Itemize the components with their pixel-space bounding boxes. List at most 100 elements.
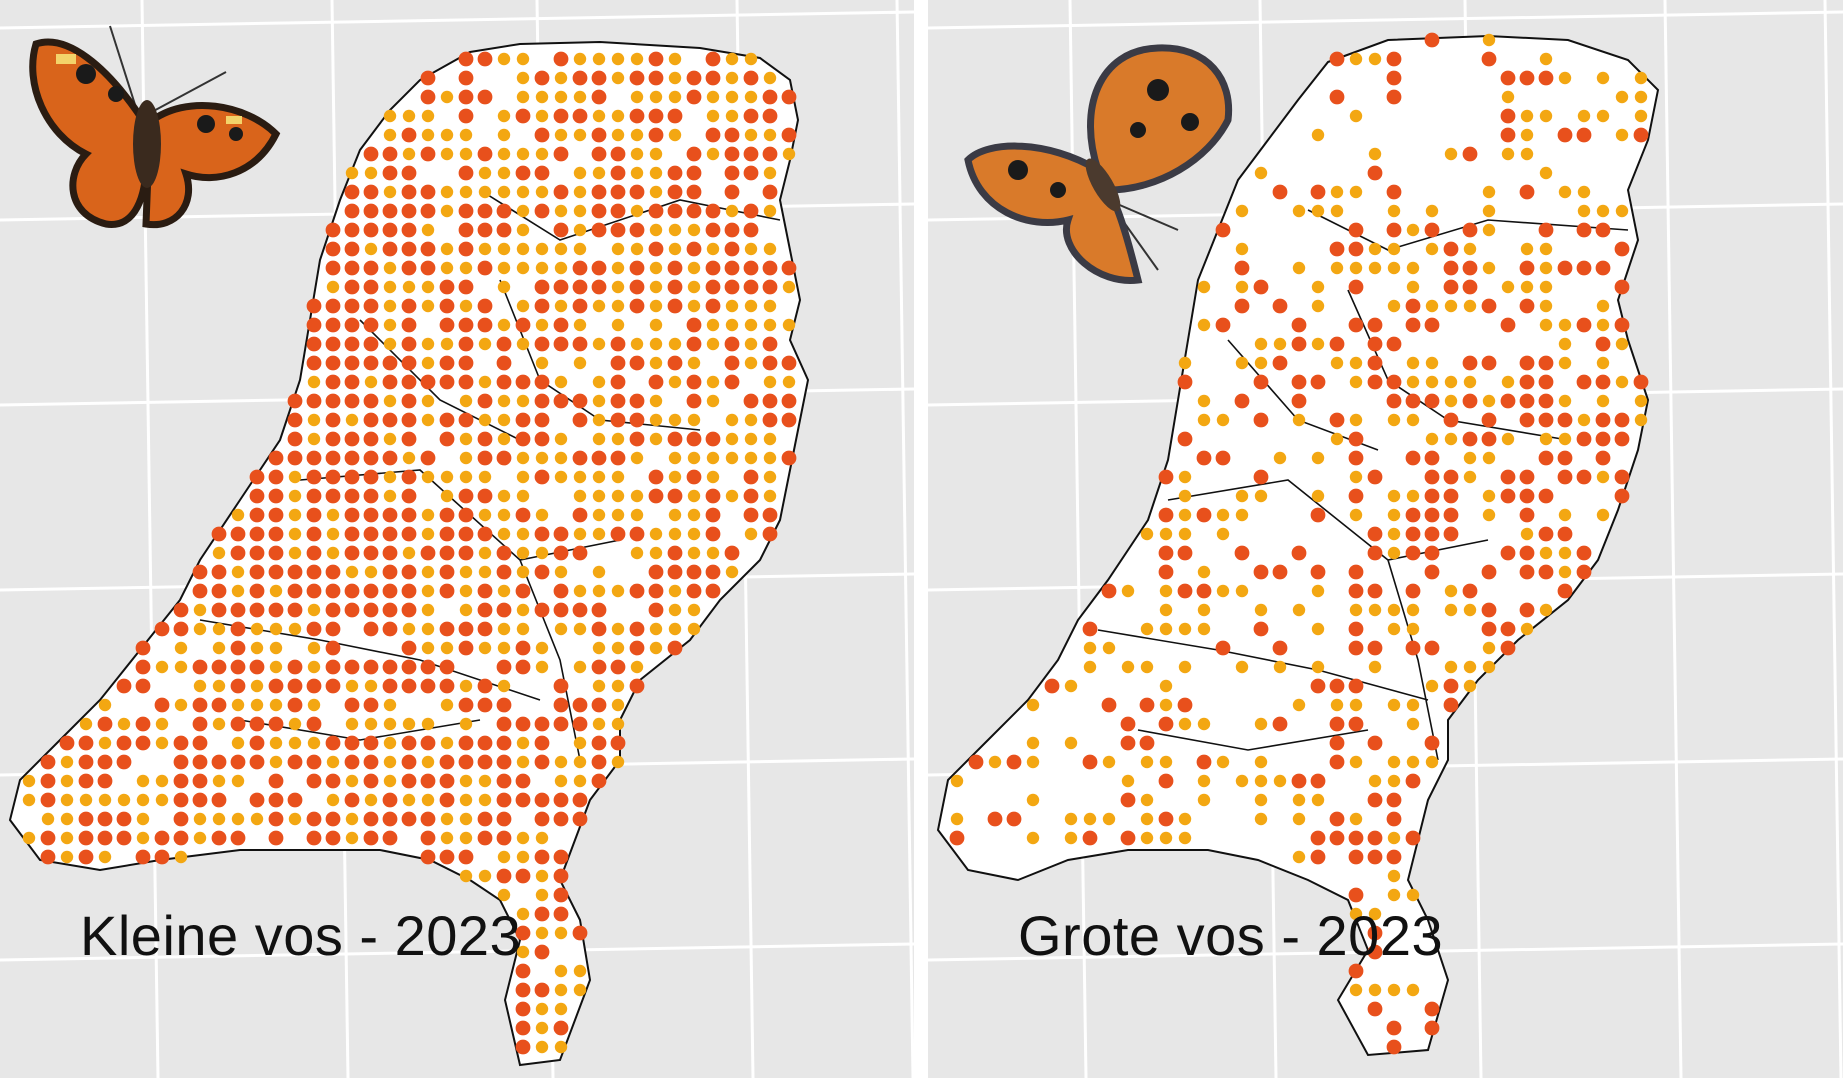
observation-dot-low (1254, 774, 1268, 788)
observation-dot-high (401, 488, 417, 504)
observation-dot-high (591, 70, 607, 86)
observation-dot-high (116, 830, 132, 846)
observation-dot-low (1254, 755, 1268, 769)
observation-dot-low (1178, 622, 1192, 636)
observation-dot-low (1102, 641, 1116, 655)
observation-dot-low (307, 432, 321, 446)
observation-dot-high (1139, 735, 1155, 751)
observation-dot-low (288, 736, 302, 750)
observation-dot-low (1520, 622, 1534, 636)
observation-dot-high (724, 241, 740, 257)
observation-dot-high (1538, 488, 1554, 504)
observation-dot-high (572, 602, 588, 618)
observation-dot-high (1500, 393, 1516, 409)
observation-dot-low (668, 413, 682, 427)
observation-dot-low (421, 337, 435, 351)
map-caption-kleine-vos: Kleine vos - 2023 (80, 904, 522, 967)
observation-dot-high (1367, 640, 1383, 656)
observation-dot-high (1443, 526, 1459, 542)
observation-dot-low (497, 679, 511, 693)
observation-dot-high (477, 602, 493, 618)
observation-dot-high (781, 355, 797, 371)
observation-dot-low (725, 90, 739, 104)
observation-dot-low (1368, 774, 1382, 788)
observation-dot-high (363, 279, 379, 295)
observation-dot-high (1272, 298, 1288, 314)
observation-dot-low (535, 318, 549, 332)
observation-dot-high (705, 203, 721, 219)
observation-dot-low (250, 812, 264, 826)
observation-dot-high (1519, 545, 1535, 561)
observation-dot-high (135, 640, 151, 656)
observation-dot-high (211, 602, 227, 618)
graticule-line (895, 0, 914, 1078)
observation-dot-low (1349, 983, 1363, 997)
observation-dot-low (1330, 204, 1344, 218)
observation-dot-low (345, 812, 359, 826)
observation-dot-high (591, 184, 607, 200)
observation-dot-high (1519, 298, 1535, 314)
observation-dot-low (478, 185, 492, 199)
observation-dot-low (592, 375, 606, 389)
observation-dot-high (686, 564, 702, 580)
observation-dot-high (572, 697, 588, 713)
observation-dot-high (648, 203, 664, 219)
observation-dot-high (249, 602, 265, 618)
observation-dot-high (1348, 450, 1364, 466)
observation-dot-low (516, 850, 530, 864)
observation-dot-high (287, 754, 303, 770)
observation-dot-high (420, 146, 436, 162)
observation-dot-high (686, 89, 702, 105)
observation-dot-low (459, 432, 473, 446)
observation-dot-low (1463, 451, 1477, 465)
observation-dot-high (211, 564, 227, 580)
observation-dot-high (325, 317, 341, 333)
observation-dot-low (573, 736, 587, 750)
observation-dot-high (553, 545, 569, 561)
observation-dot-low (326, 527, 340, 541)
observation-dot-high (230, 602, 246, 618)
observation-dot-high (154, 697, 170, 713)
observation-dot-high (325, 431, 341, 447)
observation-dot-high (1443, 469, 1459, 485)
observation-dot-high (1557, 260, 1573, 276)
observation-dot-low (459, 717, 473, 731)
observation-dot-high (572, 279, 588, 295)
observation-dot-low (421, 717, 435, 731)
observation-dot-high (249, 526, 265, 542)
observation-dot-low (744, 242, 758, 256)
observation-dot-low (1615, 375, 1629, 389)
observation-dot-high (1538, 374, 1554, 390)
observation-dot-high (553, 336, 569, 352)
observation-dot-low (288, 622, 302, 636)
observation-dot-high (1519, 469, 1535, 485)
observation-dot-high (306, 450, 322, 466)
observation-dot-low (459, 185, 473, 199)
observation-dot-low (744, 527, 758, 541)
observation-dot-high (363, 754, 379, 770)
observation-dot-high (781, 89, 797, 105)
observation-dot-high (667, 108, 683, 124)
observation-dot-low (1349, 109, 1363, 123)
observation-dot-low (1311, 622, 1325, 636)
observation-dot-low (1178, 831, 1192, 845)
observation-dot-low (402, 109, 416, 123)
observation-dot-high (572, 412, 588, 428)
observation-dot-high (1367, 849, 1383, 865)
observation-dot-high (705, 70, 721, 86)
observation-dot-low (516, 185, 530, 199)
graticule-line (1663, 0, 1683, 1078)
observation-dot-high (1367, 165, 1383, 181)
graticule-line (0, 10, 914, 30)
observation-dot-low (383, 337, 397, 351)
observation-dot-low (516, 565, 530, 579)
observation-dot-low (1064, 812, 1078, 826)
observation-dot-low (649, 90, 663, 104)
observation-dot-high (762, 412, 778, 428)
observation-dot-high (268, 526, 284, 542)
observation-dot-low (421, 584, 435, 598)
observation-dot-low (1349, 755, 1363, 769)
observation-dot-high (1367, 925, 1383, 941)
observation-dot-low (554, 204, 568, 218)
observation-dot-high (1481, 602, 1497, 618)
